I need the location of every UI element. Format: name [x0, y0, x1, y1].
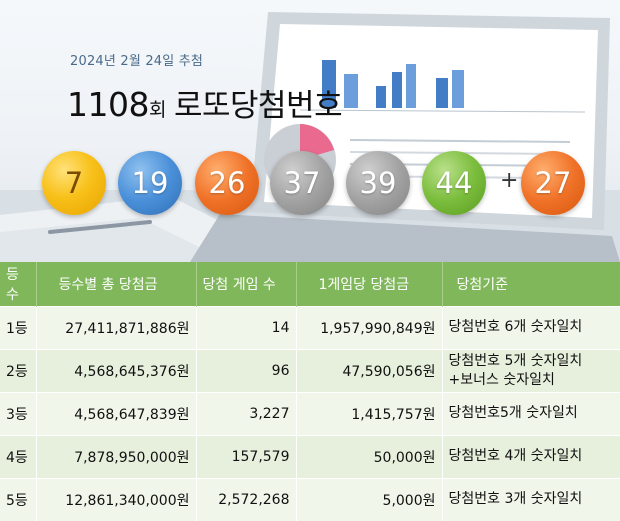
criteria-cell: 당첨번호 3개 숫자일치: [442, 477, 620, 521]
criteria-cell: 당첨번호 4개 숫자일치: [442, 434, 620, 478]
round-number: 1108: [67, 85, 149, 124]
round-title: 1108회 로또당첨번호: [67, 80, 343, 125]
table-row: 4등 7,878,950,000원 157,579 50,000원 당첨번호 4…: [0, 434, 620, 478]
winning-number-ball-6: 44: [422, 151, 486, 215]
rank-cell: 1등: [0, 305, 37, 349]
table-row: 3등 4,568,647,839원 3,227 1,415,757원 당첨번호5…: [0, 391, 620, 435]
header-rank: 등수: [0, 262, 37, 306]
table-row: 5등 12,861,340,000원 2,572,268 5,000원 당첨번호…: [0, 477, 620, 521]
winning-number-ball-2: 19: [118, 151, 182, 215]
games-cell: 14: [196, 305, 297, 349]
total-cell: 4,568,647,839원: [36, 391, 197, 435]
title-text: 로또당첨번호: [173, 88, 343, 124]
criteria-line-2: +보너스 숫자일치: [448, 371, 555, 388]
per-game-cell: 1,415,757원: [296, 391, 443, 435]
bonus-number-ball: 27: [521, 151, 585, 215]
criteria-cell: 당첨번호 5개 숫자일치 +보너스 숫자일치: [442, 348, 620, 392]
winning-number-ball-4: 37: [270, 151, 334, 215]
criteria-cell: 당첨번호5개 숫자일치: [442, 391, 620, 435]
winning-number-ball-3: 26: [195, 151, 259, 215]
games-cell: 96: [196, 348, 297, 392]
games-cell: 157,579: [196, 434, 297, 478]
total-cell: 7,878,950,000원: [36, 434, 197, 478]
header-per-game: 1게임당 당첨금: [296, 262, 443, 306]
rank-cell: 3등: [0, 391, 37, 435]
total-cell: 4,568,645,376원: [36, 348, 197, 392]
prize-table: 등수 등수별 총 당첨금 당첨 게임 수 1게임당 당첨금 당첨기준 1등 27…: [0, 262, 620, 521]
winning-number-ball-5: 39: [346, 151, 410, 215]
round-suffix: 회: [148, 99, 166, 121]
rank-cell: 2등: [0, 348, 37, 392]
per-game-cell: 47,590,056원: [296, 348, 443, 392]
header-criteria: 당첨기준: [456, 276, 509, 293]
hero-banner: 2024년 2월 24일 추첨 1108회 로또당첨번호 7 19 26 37 3…: [0, 0, 620, 262]
plus-sign: +: [500, 168, 519, 193]
header-total: 등수별 총 당첨금: [36, 262, 197, 306]
criteria-line-1: 당첨번호 5개 숫자일치: [448, 352, 583, 369]
winning-number-ball-1: 7: [42, 151, 106, 215]
criteria-cell: 당첨번호 6개 숫자일치: [442, 305, 620, 349]
per-game-cell: 5,000원: [296, 477, 443, 521]
total-cell: 27,411,871,886원: [36, 305, 197, 349]
table-row: 1등 27,411,871,886원 14 1,957,990,849원 당첨번…: [0, 305, 620, 349]
laptop-chart-illustration: [0, 12, 620, 262]
per-game-cell: 1,957,990,849원: [296, 305, 443, 349]
table-row: 2등 4,568,645,376원 96 47,590,056원 당첨번호 5개…: [0, 348, 620, 392]
total-cell: 12,861,340,000원: [36, 477, 197, 521]
per-game-cell: 50,000원: [296, 434, 443, 478]
games-cell: 2,572,268: [196, 477, 297, 521]
table-header-row: 등수 등수별 총 당첨금 당첨 게임 수 1게임당 당첨금 당첨기준: [0, 262, 620, 306]
header-games: 당첨 게임 수: [196, 262, 297, 306]
rank-cell: 4등: [0, 434, 37, 478]
games-cell: 3,227: [196, 391, 297, 435]
draw-date: 2024년 2월 24일 추첨: [70, 54, 204, 69]
rank-cell: 5등: [0, 477, 37, 521]
